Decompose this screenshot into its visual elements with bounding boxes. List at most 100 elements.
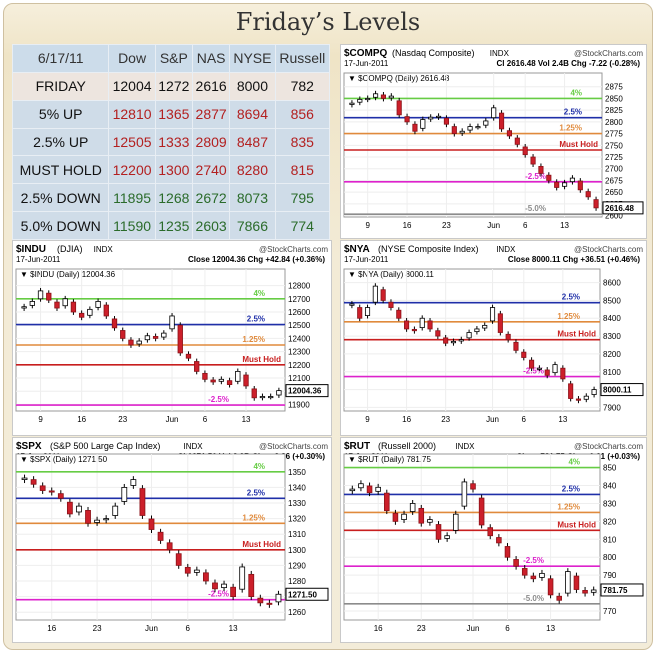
candle <box>544 369 550 376</box>
table-cell: 8000 <box>229 71 276 101</box>
level-label: Must Hold <box>559 140 598 149</box>
level-label: 2.5% <box>247 488 265 497</box>
candle <box>175 553 182 566</box>
y-tick-label: 1320 <box>288 515 306 524</box>
candle <box>504 546 511 558</box>
level-label: 2.5% <box>562 293 580 302</box>
y-tick-label: 8200 <box>603 350 621 359</box>
candle <box>443 117 450 125</box>
chart-date: 17-Jun-2011 <box>16 255 61 264</box>
y-tick-label: 8300 <box>603 332 621 341</box>
y-tick-label: 800 <box>603 553 617 562</box>
x-tick-label: 16 <box>374 624 383 633</box>
y-tick-label: 12300 <box>288 348 311 357</box>
candle <box>29 301 35 306</box>
level-label: Must Hold <box>242 355 281 364</box>
candle <box>78 312 85 318</box>
candle <box>419 317 425 329</box>
level-label: -2.5% <box>208 395 229 404</box>
candle <box>148 518 155 530</box>
candle <box>530 575 537 580</box>
candle <box>590 589 597 593</box>
candle <box>583 395 589 400</box>
level-label: Must Hold <box>242 540 281 549</box>
y-tick-label: 12400 <box>288 334 311 343</box>
last-value-label: 2616.48 <box>605 204 634 213</box>
y-tick-label: 1260 <box>288 608 306 617</box>
candle <box>536 367 542 370</box>
candle <box>458 339 464 342</box>
candle <box>375 486 381 492</box>
candle <box>364 307 371 316</box>
candle <box>152 336 159 339</box>
candle <box>39 485 46 491</box>
candle <box>349 303 355 306</box>
candle <box>103 518 110 521</box>
level-label: 2.5% <box>564 108 582 117</box>
chart-stats: Close 8000.11 Chg +36.51 (+0.46%) <box>508 255 640 264</box>
level-label: 2.5% <box>247 315 265 324</box>
candle <box>427 320 433 330</box>
level-label: 1.25% <box>557 312 580 321</box>
chart-index-tag: INDX <box>94 245 114 254</box>
level-label: -2.5% <box>525 172 546 181</box>
table-cell: 1235 <box>154 211 193 240</box>
x-tick-label: 16 <box>47 624 56 633</box>
table-cell: 12004 <box>108 71 156 101</box>
x-tick-label: 9 <box>365 415 370 424</box>
y-tick-label: 2600 <box>605 212 623 221</box>
level-label: 2.5% <box>562 484 580 493</box>
last-value-label: 781.75 <box>603 586 628 595</box>
candle <box>194 361 200 372</box>
x-tick-label: Jun <box>166 415 179 424</box>
candle <box>218 378 225 382</box>
candle <box>202 372 208 380</box>
col-header-nas: NAS <box>191 44 231 73</box>
level-label: -2.5% <box>523 556 544 565</box>
y-tick-label: 850 <box>603 464 617 473</box>
table-cell: 1268 <box>154 183 193 213</box>
candle <box>556 595 562 601</box>
candle <box>239 566 246 590</box>
chart-index-tag: INDX <box>184 442 204 451</box>
candle <box>396 309 402 319</box>
candle <box>396 100 402 116</box>
y-tick-label: 12700 <box>288 295 311 304</box>
x-tick-label: 16 <box>77 415 86 424</box>
x-tick-label: 13 <box>546 624 555 633</box>
col-header-sp: S&P <box>154 44 193 73</box>
col-header-dow: Dow <box>108 44 156 73</box>
candle <box>575 398 582 401</box>
candle <box>582 590 588 594</box>
y-tick-label: 840 <box>603 482 617 491</box>
table-cell: 8073 <box>229 183 276 213</box>
candle <box>474 328 480 333</box>
row-label: FRIDAY <box>11 71 110 101</box>
x-tick-label: 23 <box>442 221 451 230</box>
candle <box>496 537 502 544</box>
level-label: 4% <box>568 458 580 467</box>
candle <box>497 313 503 333</box>
chart-source: @StockCharts.com <box>259 442 328 451</box>
table-cell: 8487 <box>229 127 276 157</box>
candle <box>547 578 554 596</box>
table-cell: 7866 <box>229 211 276 240</box>
table-cell: 774 <box>274 211 331 240</box>
table-cell: 1300 <box>154 155 193 185</box>
row-label: 2.5% DOWN <box>11 183 110 213</box>
x-tick-label: 6 <box>186 624 191 633</box>
table-cell: 795 <box>274 183 331 213</box>
candle <box>66 501 73 515</box>
x-tick-label: 13 <box>558 415 567 424</box>
y-tick-label: 12200 <box>288 361 311 370</box>
x-tick-label: Jun <box>145 624 158 633</box>
candle <box>514 137 520 145</box>
candle <box>221 583 227 589</box>
y-tick-label: 12800 <box>288 282 311 291</box>
candle <box>357 307 363 319</box>
y-tick-label: 820 <box>603 517 617 526</box>
candle <box>435 330 441 337</box>
spx-chart: $SPX (S&P 500 Large Cap Index) INDX @StockC… <box>15 441 329 633</box>
candle <box>522 146 528 156</box>
y-tick-label: 1300 <box>288 546 306 555</box>
